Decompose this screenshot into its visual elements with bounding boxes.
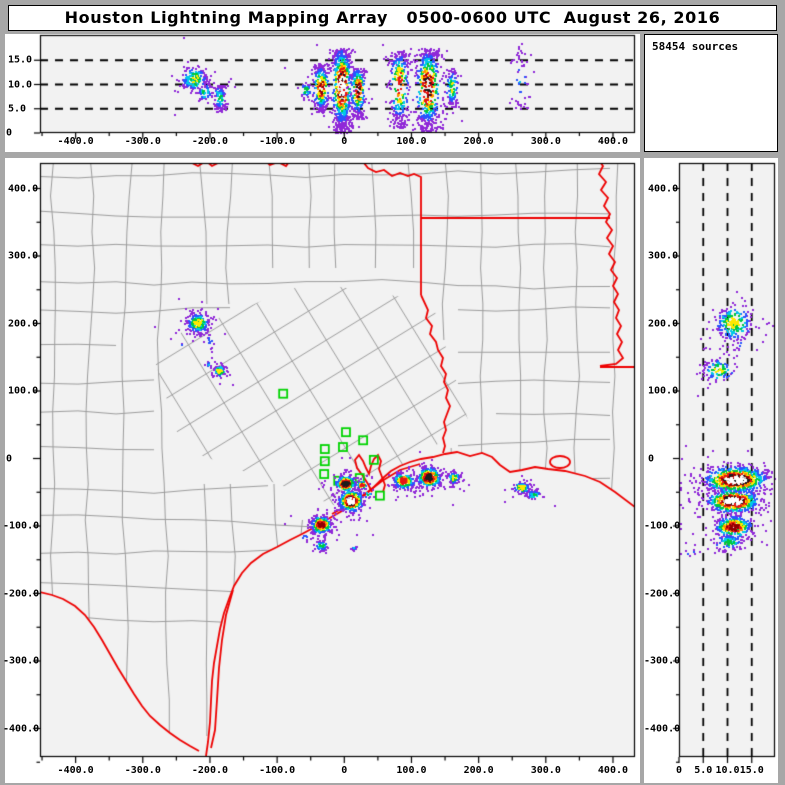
tick-label: 200.0 [648,318,679,329]
tick-label: -300.0 [124,136,161,147]
tick-label: 200.0 [8,318,39,329]
tick-label: 300.0 [530,136,561,147]
title-bar: Houston Lightning Mapping Array 0500-060… [8,5,777,31]
tick-label: -200.0 [3,588,40,599]
tick-label: -200.0 [191,136,229,147]
tick-label: 15.0 [739,765,764,776]
tick-label: 15.0 [8,54,33,66]
tick-label: 200.0 [463,136,494,147]
tick-label: 400.0 [597,136,629,147]
tick-label: -400.0 [3,723,40,734]
tick-label: 5.0 [694,765,713,776]
tick-label: -300.0 [124,765,161,776]
tick-label: 300.0 [530,765,561,776]
sources-count-box: 58454 sources [644,34,778,152]
tick-label: 0 [648,453,655,464]
tick-label: -400.0 [57,136,94,147]
tick-label: 400.0 [8,183,39,194]
tick-label: 100.0 [396,765,427,776]
tick-label: 10.0 [715,765,740,776]
tick-label: -200.0 [644,588,681,599]
tick-label: 0 [6,453,13,464]
tick-label: -200.0 [191,765,229,776]
tick-label: -100.0 [3,520,40,532]
tick-label: 400.0 [597,765,629,776]
tick-label: 0 [341,136,348,147]
tick-label: 300.0 [648,250,679,262]
tick-label: 0 [675,765,683,776]
plan-view-map-plot[interactable] [5,158,640,783]
tick-label: 10.0 [8,79,33,90]
tick-label: 200.0 [463,765,494,776]
tick-label: -100.0 [259,136,296,147]
tick-label: 300.0 [8,250,39,262]
panel-plan-view-map: -400.0 -300.0 -200.0 -100.0 0 100.0 200.0 300.0… [3,158,640,783]
panel-altitude-vs-east: 0 5.0 10.0 15.0 -400.0 -300.0 -200.0 -100.0 0 100… [5,34,640,152]
tick-label: 100.0 [648,385,679,397]
tick-label: -400.0 [644,723,681,734]
tick-label: 100.0 [396,136,427,147]
tick-label: -300.0 [644,655,681,667]
tick-label: -100.0 [259,765,296,776]
panel-altitude-vs-north: 400.0 300.0 200.0 100.0 0 -100.0 -200.0 -300.0 -… [644,158,778,783]
tick-label: -300.0 [3,655,40,667]
sources-count-label: 58454 sources [652,40,739,53]
tick-label: 5.0 [8,103,27,115]
altitude-vs-east-plot[interactable] [5,34,640,152]
tick-label: 100.0 [8,385,39,397]
tick-label: -100.0 [644,520,681,532]
page-title: Houston Lightning Mapping Array 0500-060… [64,8,721,27]
tick-label: -400.0 [57,765,94,776]
tick-label: 0 [341,765,348,776]
altitude-vs-north-plot[interactable] [644,158,778,783]
tick-label: 0 [6,127,13,139]
tick-label: 400.0 [648,183,679,194]
